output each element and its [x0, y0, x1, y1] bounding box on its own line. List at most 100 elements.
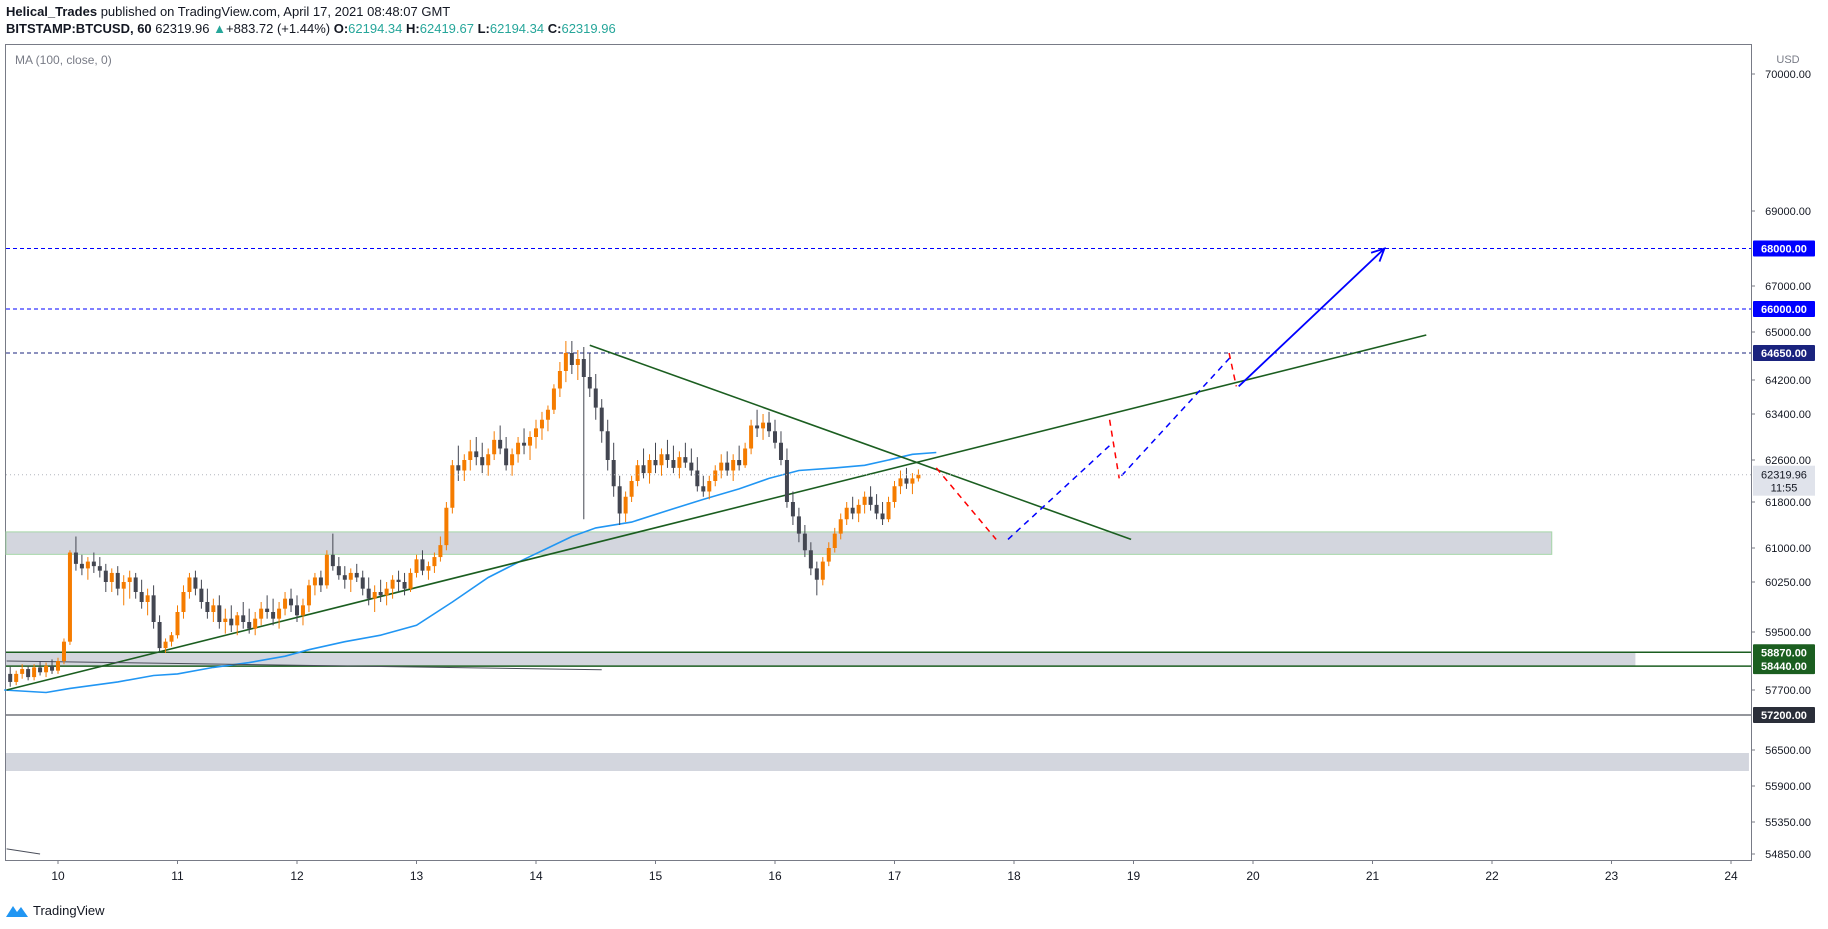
reference-line[interactable]: [6, 660, 602, 671]
candle[interactable]: [683, 457, 688, 463]
candle[interactable]: [904, 478, 909, 484]
candle[interactable]: [784, 460, 789, 502]
candle[interactable]: [241, 615, 246, 622]
candle[interactable]: [492, 439, 497, 455]
price-level-badge[interactable]: [1753, 301, 1815, 317]
support-zone[interactable]: [6, 652, 1636, 667]
candle[interactable]: [91, 561, 96, 567]
candle[interactable]: [26, 669, 31, 678]
candle[interactable]: [731, 460, 736, 471]
candle[interactable]: [259, 608, 264, 619]
candle[interactable]: [701, 486, 706, 492]
candle[interactable]: [456, 465, 461, 471]
candle[interactable]: [773, 431, 777, 443]
candle[interactable]: [205, 602, 210, 612]
candle[interactable]: [647, 460, 652, 474]
candle[interactable]: [808, 550, 813, 569]
candle[interactable]: [32, 667, 37, 678]
candle[interactable]: [528, 437, 533, 446]
candle[interactable]: [408, 572, 413, 589]
price-level-badge[interactable]: [1753, 644, 1815, 661]
candle[interactable]: [838, 519, 843, 534]
candle[interactable]: [832, 533, 837, 548]
candle[interactable]: [677, 457, 682, 468]
candle[interactable]: [199, 588, 204, 602]
candle[interactable]: [844, 507, 849, 520]
candle[interactable]: [635, 465, 640, 481]
candle[interactable]: [175, 612, 180, 636]
candle[interactable]: [378, 592, 383, 596]
candle[interactable]: [139, 592, 144, 602]
author-name[interactable]: Helical_Trades: [6, 4, 98, 19]
candle[interactable]: [157, 622, 162, 649]
candle[interactable]: [665, 454, 670, 460]
candle[interactable]: [121, 582, 126, 589]
trend-line[interactable]: [589, 344, 1132, 541]
candle[interactable]: [450, 465, 455, 508]
candle[interactable]: [587, 377, 592, 389]
candle[interactable]: [474, 451, 479, 458]
price-level-badge[interactable]: [1753, 240, 1815, 257]
candle[interactable]: [617, 486, 622, 514]
trend-line[interactable]: [6, 334, 1427, 691]
candle[interactable]: [593, 388, 598, 408]
candle[interactable]: [271, 612, 276, 619]
candle[interactable]: [820, 561, 825, 580]
candle[interactable]: [8, 673, 13, 682]
candle[interactable]: [826, 548, 831, 562]
candle[interactable]: [719, 462, 724, 471]
candle[interactable]: [414, 559, 419, 573]
projected-pullback-line[interactable]: [1228, 352, 1238, 387]
candle[interactable]: [522, 442, 527, 446]
candle[interactable]: [850, 507, 855, 514]
candle[interactable]: [330, 554, 335, 567]
candle[interactable]: [689, 462, 694, 471]
candle[interactable]: [796, 516, 801, 534]
price-level-badge[interactable]: [1753, 658, 1815, 675]
candle[interactable]: [300, 605, 305, 616]
candle[interactable]: [516, 442, 521, 455]
target-arrow-head-icon[interactable]: [1370, 247, 1386, 262]
candle[interactable]: [372, 592, 377, 599]
candle[interactable]: [360, 577, 365, 589]
candle[interactable]: [342, 575, 347, 580]
candle[interactable]: [856, 504, 861, 514]
projected-move-line[interactable]: [1120, 355, 1233, 477]
candle[interactable]: [438, 545, 443, 558]
candle[interactable]: [874, 504, 879, 514]
candle[interactable]: [641, 465, 646, 474]
candle[interactable]: [898, 478, 903, 487]
candle[interactable]: [44, 665, 49, 673]
candle[interactable]: [814, 568, 819, 580]
candle[interactable]: [761, 422, 766, 429]
candle[interactable]: [557, 371, 562, 389]
candle[interactable]: [432, 557, 437, 567]
candle[interactable]: [336, 566, 341, 576]
candle[interactable]: [85, 561, 90, 569]
candle[interactable]: [880, 513, 885, 520]
candle[interactable]: [713, 470, 718, 482]
candle[interactable]: [510, 454, 515, 466]
candle[interactable]: [217, 605, 222, 622]
projected-move-line[interactable]: [1007, 445, 1111, 540]
candle[interactable]: [653, 460, 658, 466]
candle[interactable]: [115, 572, 120, 589]
candle[interactable]: [767, 422, 772, 432]
candle[interactable]: [749, 425, 754, 449]
candle[interactable]: [862, 496, 867, 505]
candle[interactable]: [384, 588, 389, 596]
candle[interactable]: [289, 598, 294, 606]
candle[interactable]: [283, 598, 288, 609]
candle[interactable]: [109, 572, 114, 582]
candle[interactable]: [671, 460, 676, 468]
candle[interactable]: [247, 622, 252, 629]
candle[interactable]: [366, 588, 371, 599]
candle[interactable]: [444, 507, 449, 546]
candle[interactable]: [187, 577, 192, 592]
candle[interactable]: [396, 579, 401, 582]
candle[interactable]: [390, 579, 395, 589]
candle[interactable]: [468, 451, 473, 460]
candle[interactable]: [14, 673, 19, 682]
candle[interactable]: [193, 577, 198, 589]
footer-brand[interactable]: TradingView: [6, 903, 105, 918]
